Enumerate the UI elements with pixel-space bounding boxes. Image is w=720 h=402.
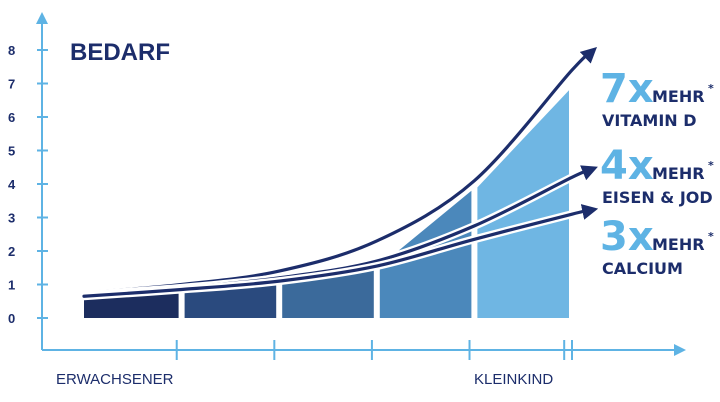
y-tick-label-0: 0 — [8, 311, 15, 326]
annotation-mehr: MEHR — [652, 87, 705, 106]
y-tick-label-8: 8 — [8, 43, 15, 58]
trend-line-3 — [82, 204, 599, 298]
y-tick-label-2: 2 — [8, 244, 15, 259]
annotation-asterisk: * — [708, 230, 714, 243]
y-tick-label-1: 1 — [8, 278, 15, 293]
annotation-asterisk: * — [708, 82, 714, 95]
annotation-asterisk: * — [708, 159, 714, 172]
annotation-multiplier: 7x — [600, 66, 654, 112]
x-category-label-2: KLEINKIND — [474, 371, 553, 388]
annotation-multiplier: 4x — [600, 143, 654, 189]
y-tick-label-6: 6 — [8, 110, 15, 125]
axes: 0 1 2 3 4 5 6 7 8 — [8, 12, 686, 360]
y-tick-label-3: 3 — [8, 211, 15, 226]
trend-lines — [80, 46, 599, 301]
y-tick-label-7: 7 — [8, 77, 15, 92]
annotation-mehr: MEHR — [652, 235, 705, 254]
annotation-label: VITAMIN D — [602, 111, 697, 130]
annotation-label: CALCIUM — [602, 259, 683, 278]
area-band-1 — [84, 292, 179, 318]
x-category-label-1: ERWACHSENER — [56, 371, 174, 388]
y-tick-label-5: 5 — [8, 144, 15, 159]
annotation-mehr: MEHR — [652, 164, 705, 183]
y-tick-label-4: 4 — [8, 177, 16, 192]
annotation-multiplier: 3x — [600, 214, 654, 260]
annotation-label: EISEN & JOD — [602, 188, 713, 207]
chart-title: BEDARF — [70, 39, 170, 66]
